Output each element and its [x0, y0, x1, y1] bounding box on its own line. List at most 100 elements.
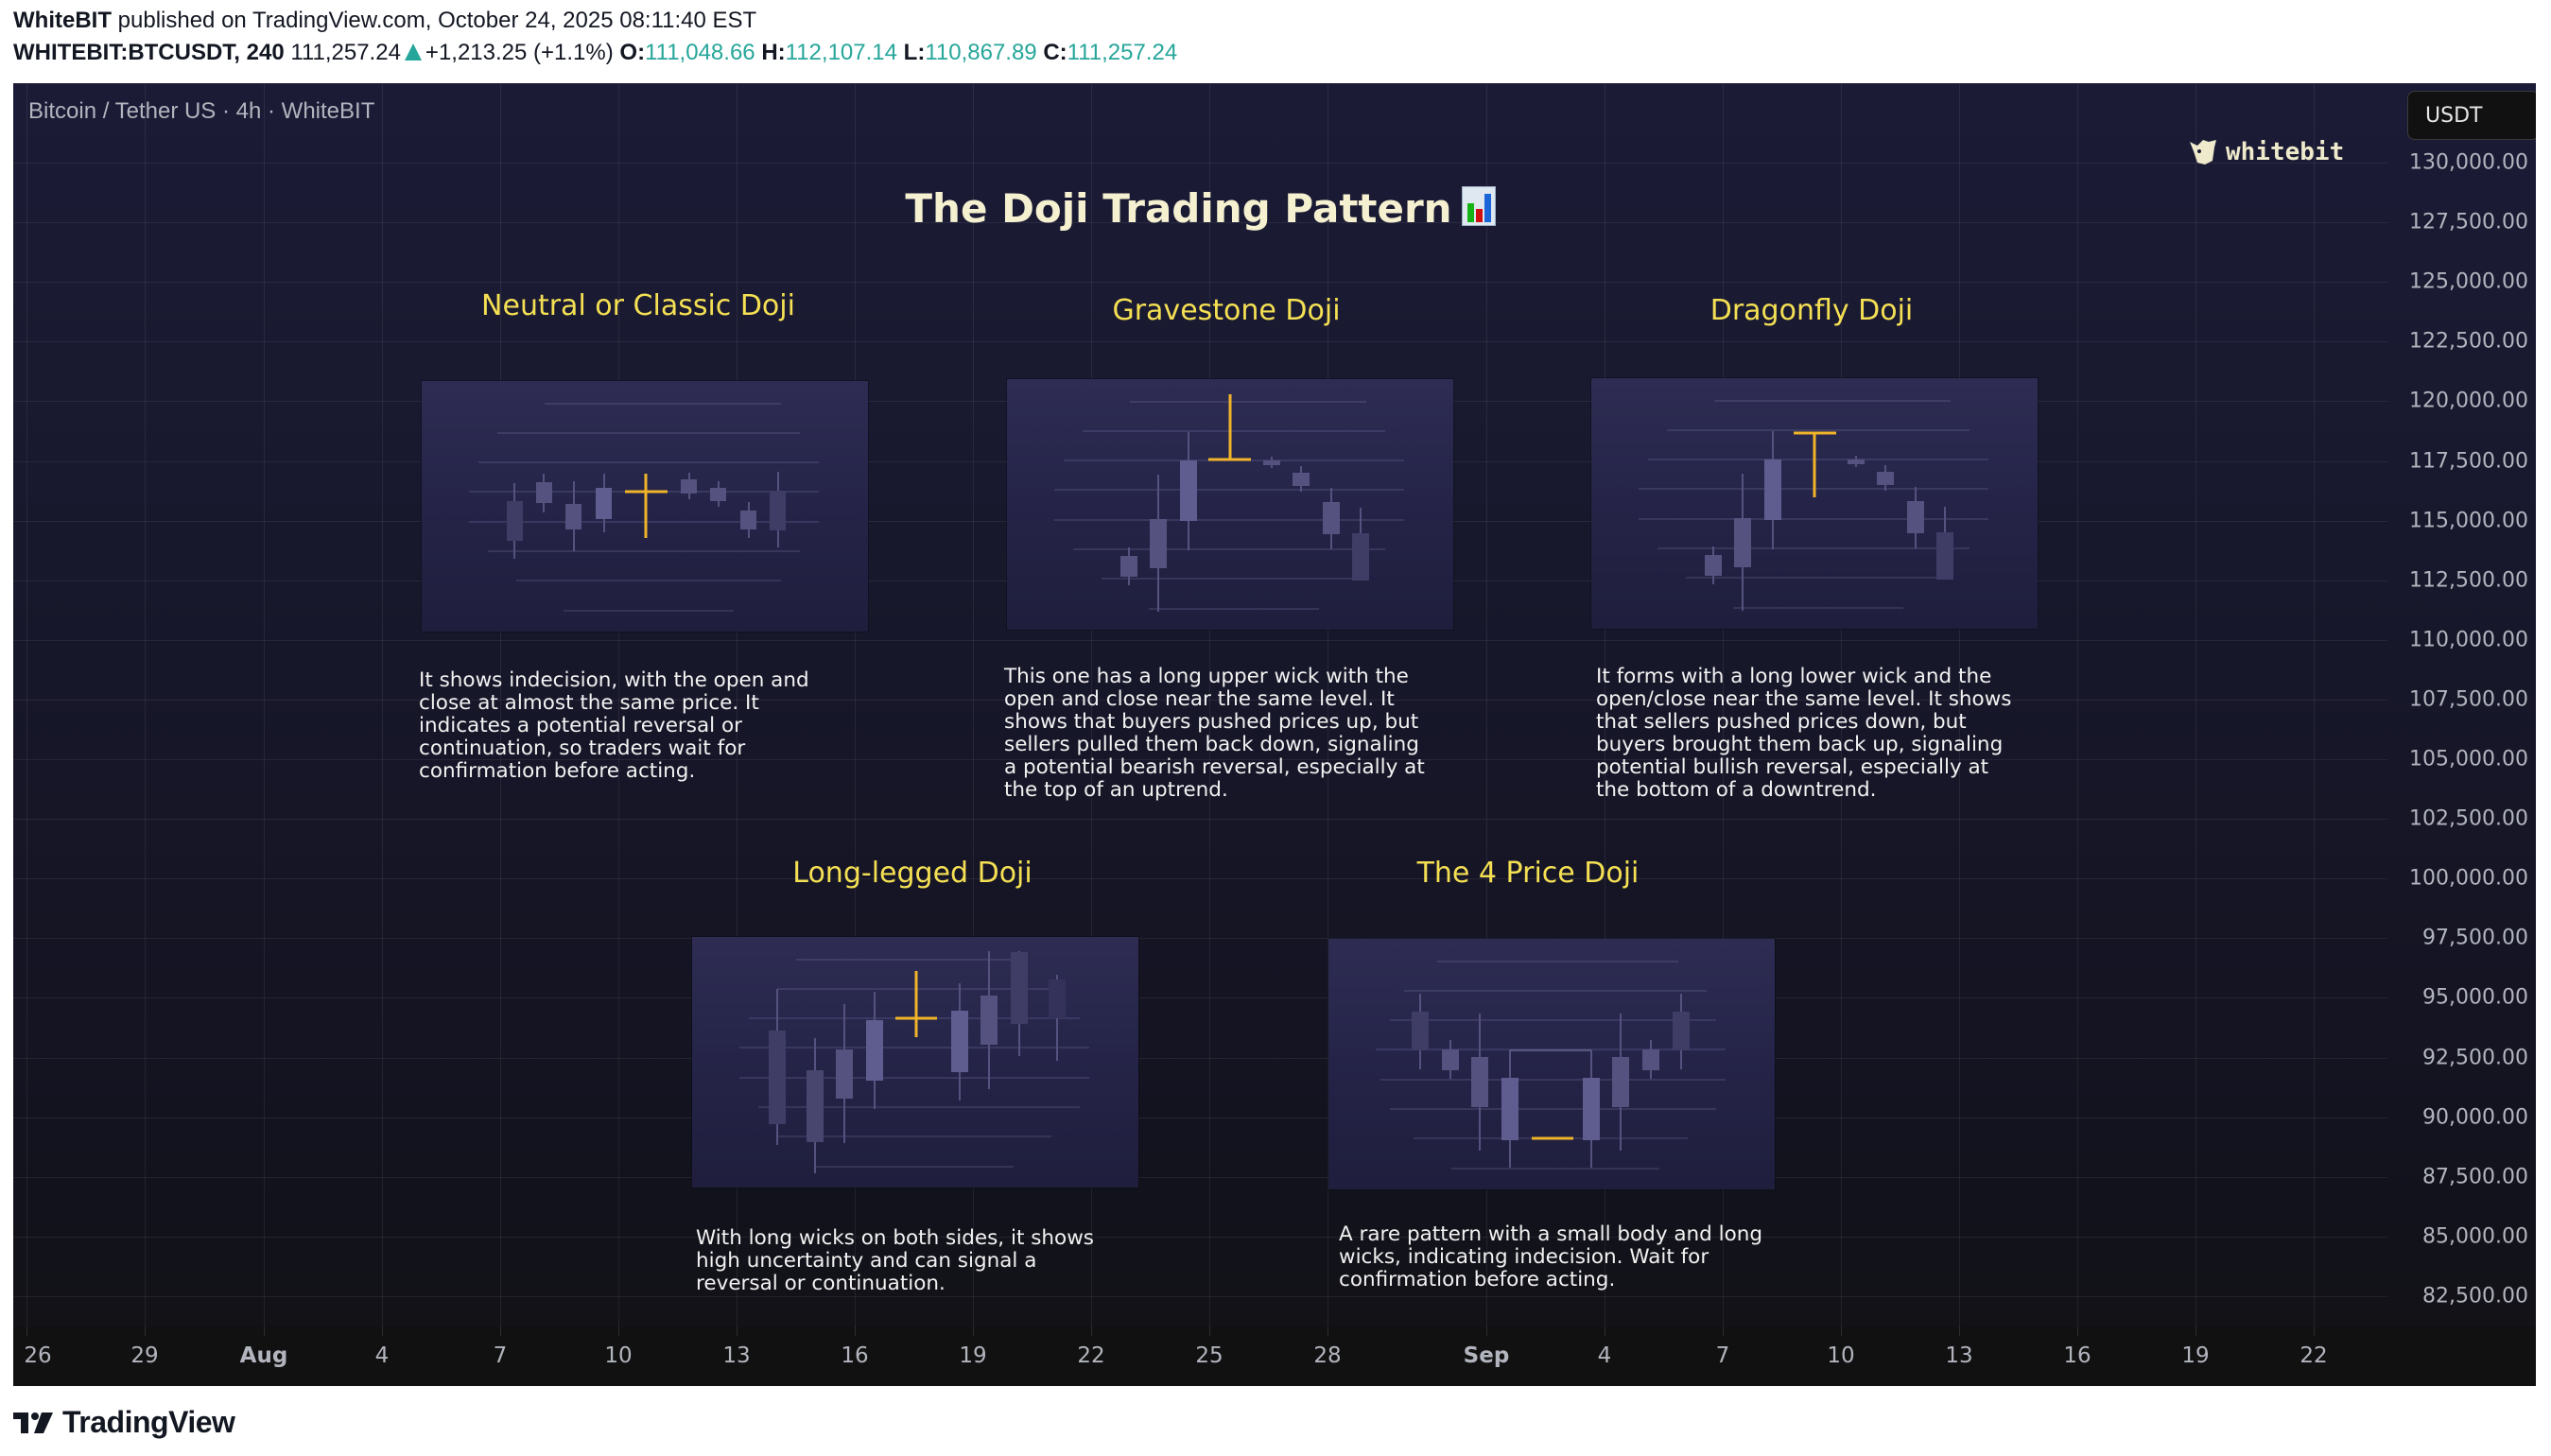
time-axis-tick	[382, 1326, 383, 1336]
time-axis[interactable]: 26 29 Aug 4 7 10 13 16 19 22 25 28 Sep 4 7 10 13 16 19 22	[13, 1326, 2536, 1386]
time-axis-label: 13	[722, 1343, 751, 1368]
low-label: L:	[903, 40, 926, 65]
chart-legend[interactable]: Bitcoin / Tether US · 4h · WhiteBIT	[28, 98, 375, 124]
time-axis-tick	[264, 1326, 265, 1336]
horizontal-gridline	[13, 938, 2387, 939]
time-axis-label: 10	[1827, 1343, 1855, 1368]
dragonfly-doji-illustration	[1591, 378, 2038, 629]
time-axis-tick	[1841, 1326, 1842, 1336]
price-axis-label: 127,500.00	[2409, 210, 2528, 234]
vertical-gridline	[1209, 83, 1210, 1326]
vertical-gridline	[1091, 83, 1092, 1326]
vertical-gridline	[973, 83, 974, 1326]
time-axis-label: Aug	[239, 1343, 288, 1368]
vertical-gridline	[1841, 83, 1842, 1326]
card-description-long-legged-doji: With long wicks on both sides, it shows …	[696, 1226, 1094, 1295]
time-axis-label: 16	[841, 1343, 869, 1368]
time-axis-tick	[855, 1326, 856, 1336]
close-label: C:	[1043, 40, 1067, 65]
published-text: published on TradingView.com, October 24…	[117, 8, 757, 33]
time-axis-tick	[1091, 1326, 1092, 1336]
gravestone-doji-candles-icon	[1054, 394, 1404, 612]
card-title-long-legged-doji: Long-legged Doji	[792, 857, 1033, 890]
symbol-name: WHITEBIT:BTCUSDT, 240	[13, 40, 285, 65]
symbol-info-bar: WHITEBIT:BTCUSDT, 240 111,257.24 +1,213.2…	[13, 40, 1177, 66]
horizontal-gridline	[13, 700, 2387, 701]
time-axis-tick	[2314, 1326, 2315, 1336]
time-axis-tick	[2077, 1326, 2078, 1336]
price-axis-label: 105,000.00	[2409, 747, 2528, 771]
time-axis-label: 16	[2063, 1343, 2091, 1368]
time-axis-tick	[618, 1326, 619, 1336]
price-axis[interactable]: 130,000.00 127,500.00 125,000.00 122,500.00…	[2387, 83, 2536, 1326]
card-title-dragonfly-doji: Dragonfly Doji	[1709, 294, 1914, 327]
time-axis-label: 26	[24, 1343, 52, 1368]
time-axis-tick	[1486, 1326, 1487, 1336]
horizontal-gridline	[13, 819, 2387, 820]
time-axis-label: 10	[604, 1343, 633, 1368]
open-label: O:	[619, 40, 646, 65]
price-axis-label: 95,000.00	[2422, 985, 2528, 1010]
price-axis-label: 122,500.00	[2409, 329, 2528, 354]
horizontal-gridline	[13, 163, 2387, 164]
time-axis-label: 4	[1597, 1343, 1612, 1368]
long-legged-doji-candles-icon	[739, 951, 1089, 1173]
time-axis-tick	[1959, 1326, 1960, 1336]
whitebit-logo: whitebit	[2188, 138, 2344, 166]
neutral-doji-candles-icon	[469, 403, 819, 612]
price-axis-label: 107,500.00	[2409, 687, 2528, 712]
horizontal-gridline	[13, 341, 2387, 342]
time-axis-label: 7	[493, 1343, 508, 1368]
card-description-neutral-doji: It shows indecision, with the open and c…	[419, 668, 809, 783]
vertical-gridline	[264, 83, 265, 1326]
whitebit-bull-icon	[2190, 140, 2216, 165]
vertical-gridline	[1486, 83, 1487, 1326]
vertical-gridline	[382, 83, 383, 1326]
vertical-gridline	[2314, 83, 2315, 1326]
last-price: 111,257.24	[290, 40, 401, 65]
up-arrow-icon	[404, 43, 422, 61]
card-description-gravestone-doji: This one has a long upper wick with the …	[1004, 665, 1425, 802]
open-value: 111,048.66	[645, 40, 755, 65]
tradingview-logo[interactable]: TradingView	[13, 1405, 235, 1440]
dragonfly-doji-candles-icon	[1639, 400, 1988, 611]
vertical-gridline	[855, 83, 856, 1326]
publish-info: WhiteBIT published on TradingView.com, O…	[13, 8, 756, 34]
neutral-doji-illustration	[422, 381, 868, 632]
time-axis-tick	[737, 1326, 738, 1336]
card-title-gravestone-doji: Gravestone Doji	[1112, 294, 1341, 327]
infographic-title: The Doji Trading Pattern	[13, 185, 2387, 232]
price-change: +1,213.25 (+1.1%)	[425, 40, 614, 65]
four-price-doji-candles-icon	[1376, 961, 1726, 1170]
vertical-gridline	[618, 83, 619, 1326]
time-axis-label: 29	[130, 1343, 159, 1368]
card-description-dragonfly-doji: It forms with a long lower wick and the …	[1596, 665, 2012, 802]
price-axis-label: 90,000.00	[2422, 1105, 2528, 1130]
horizontal-gridline	[13, 1237, 2387, 1238]
time-axis-label: 19	[959, 1343, 987, 1368]
infographic-title-text: The Doji Trading Pattern	[905, 185, 1452, 232]
vertical-gridline	[500, 83, 501, 1326]
high-value: 112,107.14	[785, 40, 897, 65]
price-axis-label: 97,500.00	[2422, 926, 2528, 950]
price-axis-label: 85,000.00	[2422, 1224, 2528, 1249]
price-axis-label: 130,000.00	[2409, 150, 2528, 175]
vertical-gridline	[26, 83, 27, 1326]
time-axis-label: 28	[1313, 1343, 1342, 1368]
vertical-gridline	[2077, 83, 2078, 1326]
time-axis-tick	[1209, 1326, 1210, 1336]
publisher-name[interactable]: WhiteBIT	[13, 8, 112, 33]
horizontal-gridline	[13, 759, 2387, 760]
vertical-gridline	[1959, 83, 1960, 1326]
vertical-gridline	[145, 83, 146, 1326]
horizontal-gridline	[13, 997, 2387, 998]
time-axis-tick	[1723, 1326, 1724, 1336]
currency-selector-button[interactable]: USDT	[2407, 91, 2536, 140]
low-value: 110,867.89	[925, 40, 1037, 65]
time-axis-label: Sep	[1463, 1343, 1510, 1368]
time-axis-tick	[973, 1326, 974, 1336]
time-axis-tick	[145, 1326, 146, 1336]
horizontal-gridline	[13, 1058, 2387, 1059]
card-title-four-price-doji: The 4 Price Doji	[1416, 857, 1640, 890]
chart-panel[interactable]: Bitcoin / Tether US · 4h · WhiteBIT whit…	[13, 83, 2536, 1386]
